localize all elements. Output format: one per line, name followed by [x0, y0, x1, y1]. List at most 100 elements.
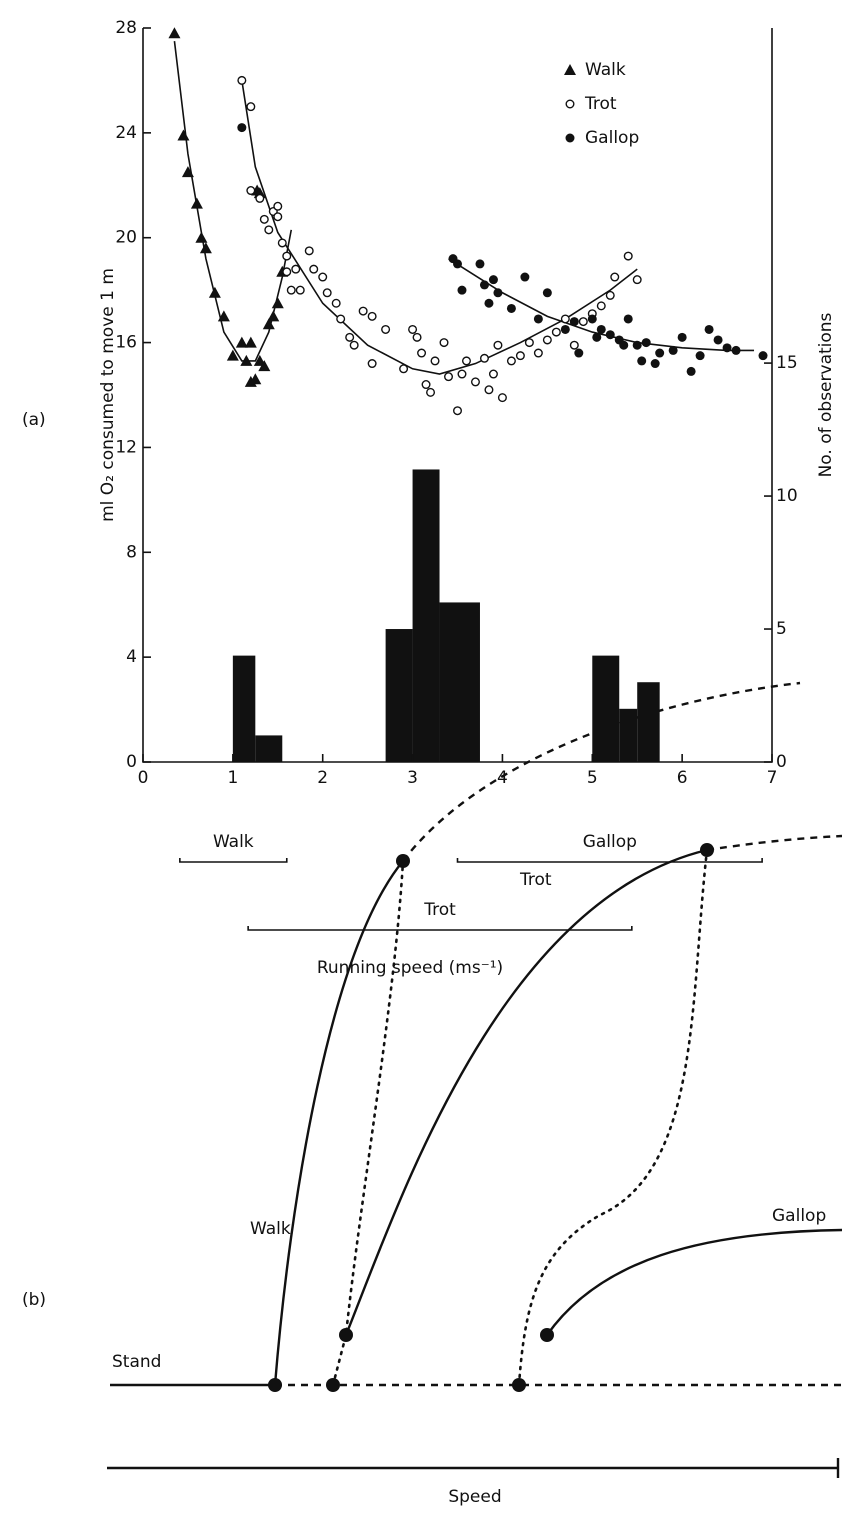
marker	[587, 314, 597, 324]
marker	[470, 377, 480, 387]
legend-marker	[564, 64, 576, 75]
y-tick-label: 4	[126, 647, 137, 667]
marker	[637, 356, 647, 366]
x-tick-label: 5	[587, 768, 598, 788]
y-axis-label: ml O₂ consumed to move 1 m	[98, 268, 118, 522]
marker	[479, 353, 489, 363]
marker	[439, 338, 449, 348]
marker	[596, 324, 606, 334]
marker	[367, 311, 377, 321]
marker	[506, 356, 516, 366]
marker	[677, 332, 687, 342]
x-tick-label: 7	[767, 768, 778, 788]
marker	[533, 314, 543, 324]
y-tick-label: 20	[115, 228, 137, 248]
marker	[551, 327, 561, 337]
marker	[408, 324, 418, 334]
gait-range-label: Trot	[423, 900, 456, 920]
y-tick-label: 8	[126, 542, 137, 562]
marker	[704, 324, 714, 334]
marker	[457, 285, 467, 295]
marker	[560, 324, 570, 334]
marker	[195, 231, 208, 243]
point	[700, 843, 714, 857]
marker	[623, 251, 633, 261]
marker	[592, 332, 602, 342]
y-tick-label: 0	[126, 752, 137, 772]
histogram-bar	[439, 602, 480, 762]
marker	[318, 272, 328, 282]
marker	[515, 351, 525, 361]
marker	[686, 366, 696, 376]
legend-label: Walk	[585, 60, 626, 80]
diagram: (b) Walk Trot Gallop Stand Speed	[22, 681, 842, 1507]
marker	[208, 286, 221, 298]
trot-curve	[344, 848, 708, 1336]
transition-points	[268, 843, 714, 1392]
marker	[258, 360, 271, 372]
marker	[569, 317, 579, 327]
point	[540, 1328, 554, 1342]
point	[396, 854, 410, 868]
marker	[273, 201, 283, 211]
histogram-bar	[592, 655, 620, 762]
histogram-bar	[255, 735, 283, 762]
marker	[199, 242, 212, 254]
marker	[632, 340, 642, 350]
point	[512, 1378, 526, 1392]
marker	[399, 364, 409, 374]
histogram-bar	[637, 682, 660, 762]
marker	[295, 285, 305, 295]
marker	[542, 335, 552, 345]
y-tick-label: 24	[115, 123, 137, 143]
marker	[542, 288, 552, 298]
legend-marker	[565, 99, 575, 109]
point	[268, 1378, 282, 1392]
marker	[322, 288, 332, 298]
marker	[286, 285, 296, 295]
fit-curve	[448, 258, 755, 352]
x-tick-label: 1	[227, 768, 238, 788]
marker	[277, 238, 287, 248]
trot-extension	[706, 834, 842, 852]
marker	[240, 354, 253, 366]
marker	[632, 275, 642, 285]
marker	[457, 369, 467, 379]
x-tick-label: 4	[497, 768, 508, 788]
marker	[695, 351, 705, 361]
marker	[168, 27, 181, 39]
marker	[641, 338, 651, 348]
y2-tick-label: 10	[776, 486, 798, 506]
marker	[475, 259, 485, 269]
marker	[282, 251, 292, 261]
marker	[596, 301, 606, 311]
marker	[426, 387, 436, 397]
gait-label: Trot	[519, 870, 552, 890]
marker	[331, 298, 341, 308]
marker	[417, 348, 427, 358]
marker	[520, 272, 530, 282]
marker	[336, 314, 346, 324]
gallop-curve	[546, 1228, 842, 1336]
legend-label: Trot	[584, 94, 617, 114]
gait-label: Walk	[250, 1219, 291, 1239]
marker	[235, 336, 248, 348]
histogram-bar	[385, 629, 413, 762]
marker	[655, 348, 665, 358]
marker	[578, 317, 588, 327]
marker	[264, 225, 274, 235]
marker	[453, 259, 462, 269]
y-tick-label: 12	[115, 437, 137, 457]
marker	[722, 343, 732, 353]
marker	[560, 314, 570, 324]
fit-curve	[241, 80, 638, 375]
marker	[237, 75, 247, 85]
gait-label: Gallop	[772, 1206, 826, 1226]
marker	[610, 272, 620, 282]
gait-range	[247, 926, 633, 931]
marker	[574, 348, 584, 358]
marker	[623, 314, 633, 324]
histogram-bar	[412, 469, 440, 762]
marker	[282, 267, 292, 277]
